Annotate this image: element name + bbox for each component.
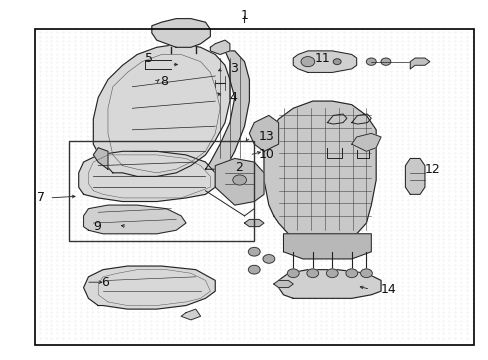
Circle shape	[287, 269, 299, 278]
Circle shape	[248, 247, 260, 256]
Circle shape	[345, 269, 357, 278]
Polygon shape	[205, 51, 249, 169]
Polygon shape	[273, 280, 293, 288]
Polygon shape	[215, 158, 264, 205]
Polygon shape	[278, 270, 380, 298]
Text: 1: 1	[240, 9, 248, 22]
Polygon shape	[249, 116, 278, 151]
Polygon shape	[93, 148, 108, 169]
Circle shape	[248, 265, 260, 274]
Polygon shape	[93, 44, 229, 176]
Text: 9: 9	[93, 220, 101, 233]
Polygon shape	[264, 101, 375, 244]
Text: 11: 11	[314, 51, 330, 64]
Circle shape	[332, 59, 340, 64]
Polygon shape	[83, 266, 215, 309]
Polygon shape	[210, 40, 229, 54]
Circle shape	[380, 58, 390, 65]
Circle shape	[326, 269, 337, 278]
Text: 13: 13	[259, 130, 274, 144]
Bar	[35, 30, 473, 345]
Polygon shape	[351, 134, 380, 151]
Bar	[69, 140, 254, 241]
Polygon shape	[283, 234, 370, 259]
Polygon shape	[79, 151, 215, 202]
Polygon shape	[293, 51, 356, 72]
Circle shape	[232, 175, 246, 185]
Polygon shape	[409, 58, 429, 69]
Text: 7: 7	[37, 192, 45, 204]
Circle shape	[301, 57, 314, 67]
Text: 14: 14	[380, 283, 396, 296]
Polygon shape	[244, 220, 264, 226]
Circle shape	[306, 269, 318, 278]
Circle shape	[366, 58, 375, 65]
Polygon shape	[83, 205, 185, 234]
Polygon shape	[152, 19, 210, 47]
Polygon shape	[181, 309, 200, 320]
Text: 2: 2	[234, 161, 242, 174]
Text: 6: 6	[101, 276, 108, 289]
Polygon shape	[405, 158, 424, 194]
Text: 12: 12	[424, 163, 440, 176]
Text: 5: 5	[145, 51, 153, 64]
Circle shape	[360, 269, 371, 278]
Circle shape	[263, 255, 274, 263]
Text: 3: 3	[229, 62, 237, 75]
Text: 8: 8	[160, 75, 168, 88]
Text: 4: 4	[229, 91, 237, 104]
Text: 10: 10	[259, 148, 274, 161]
